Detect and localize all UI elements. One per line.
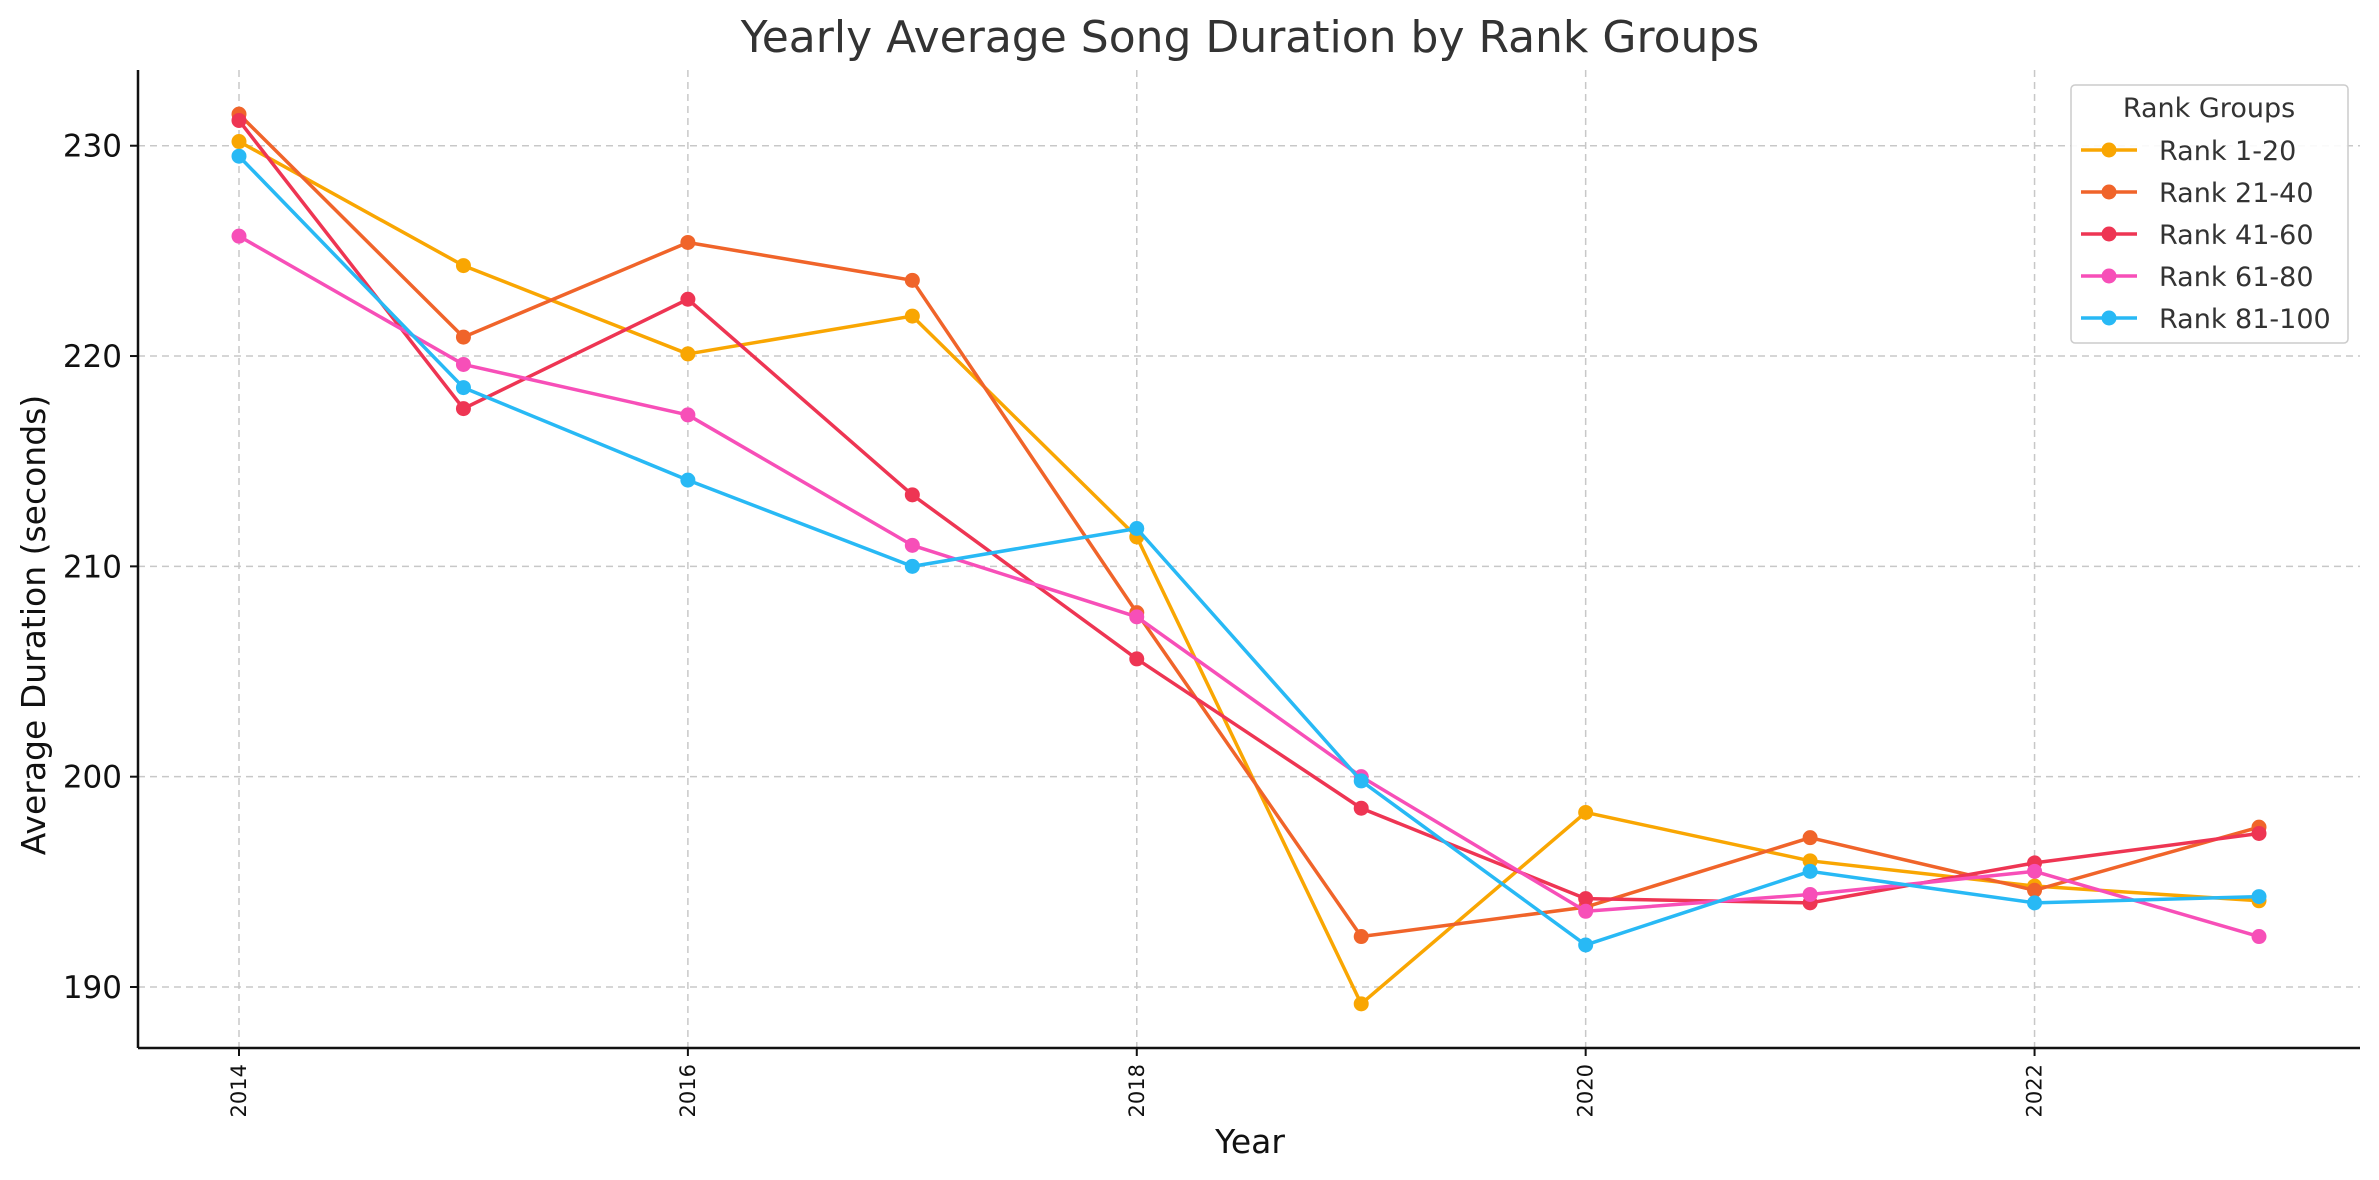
legend-label: Rank 21-40 bbox=[2159, 178, 2314, 209]
legend-marker bbox=[2101, 310, 2117, 326]
series-rank-81-100 bbox=[231, 148, 2267, 953]
data-point-2016 bbox=[680, 407, 696, 423]
y-tick-label-220: 220 bbox=[63, 339, 122, 375]
chart-title: Yearly Average Song Duration by Rank Gro… bbox=[740, 12, 1760, 63]
legend-marker bbox=[2101, 226, 2117, 242]
data-point-2023 bbox=[2251, 929, 2267, 945]
data-point-2020 bbox=[1578, 804, 1594, 820]
series-rank-21-40 bbox=[231, 106, 2267, 945]
data-point-2015 bbox=[455, 258, 471, 274]
data-point-2021 bbox=[1802, 863, 1818, 879]
data-point-2019 bbox=[1353, 800, 1369, 816]
data-point-2018 bbox=[1129, 609, 1145, 625]
y-axis-label: Average Duration (seconds) bbox=[14, 395, 53, 855]
data-point-2014 bbox=[231, 134, 247, 150]
data-point-2022 bbox=[2027, 895, 2043, 911]
data-point-2017 bbox=[904, 558, 920, 574]
data-point-2018 bbox=[1129, 521, 1145, 537]
data-point-2017 bbox=[904, 487, 920, 503]
data-point-2021 bbox=[1802, 830, 1818, 846]
data-point-2023 bbox=[2251, 825, 2267, 841]
legend-marker bbox=[2101, 142, 2117, 158]
legend-box bbox=[2070, 84, 2349, 344]
data-point-2015 bbox=[455, 380, 471, 396]
axes bbox=[130, 70, 2360, 1056]
data-point-2017 bbox=[904, 537, 920, 553]
x-tick-label-2014: 2014 bbox=[227, 1064, 251, 1117]
data-point-2023 bbox=[2251, 889, 2267, 905]
data-point-2016 bbox=[680, 472, 696, 488]
data-point-2014 bbox=[231, 112, 247, 128]
legend: Rank Groups Rank 1-20 Rank 21-40 Rank 41-6… bbox=[2070, 84, 2349, 344]
series-rank-41-60 bbox=[231, 112, 2267, 911]
series-rank-61-80 bbox=[231, 228, 2267, 945]
data-point-2014 bbox=[231, 228, 247, 244]
legend-marker bbox=[2101, 184, 2117, 200]
data-point-2015 bbox=[455, 401, 471, 417]
series-line bbox=[238, 139, 2260, 1006]
data-point-2017 bbox=[904, 308, 920, 324]
data-point-2022 bbox=[2027, 882, 2043, 898]
x-tick-label-2018: 2018 bbox=[1125, 1064, 1149, 1117]
data-point-2016 bbox=[680, 234, 696, 250]
series-line bbox=[238, 234, 2260, 939]
data-point-2018 bbox=[1129, 651, 1145, 667]
x-tick-label-2020: 2020 bbox=[1574, 1064, 1598, 1117]
tick-labels: 190 200 210 220 230 2014 2016 2018 2020 2022 bbox=[63, 129, 2047, 1118]
legend-marker bbox=[2101, 268, 2117, 284]
legend-entry-5: Rank 81-100 bbox=[2081, 304, 2331, 335]
data-point-2021 bbox=[1802, 853, 1818, 869]
data-point-2015 bbox=[455, 356, 471, 372]
legend-label: Rank 61-80 bbox=[2159, 262, 2314, 293]
legend-title: Rank Groups bbox=[2123, 93, 2295, 124]
legend-label: Rank 41-60 bbox=[2159, 220, 2314, 251]
legend-entry-1: Rank 1-20 bbox=[2081, 136, 2296, 167]
y-tick-label-200: 200 bbox=[63, 760, 122, 796]
legend-entry-2: Rank 21-40 bbox=[2081, 178, 2314, 209]
series-line bbox=[237, 112, 2260, 939]
x-tick-label-2022: 2022 bbox=[2023, 1064, 2047, 1117]
data-point-2019 bbox=[1353, 996, 1369, 1012]
data-point-2021 bbox=[1802, 886, 1818, 902]
data-point-2020 bbox=[1578, 903, 1594, 919]
legend-label: Rank 1-20 bbox=[2159, 136, 2296, 167]
data-point-2022 bbox=[2027, 863, 2043, 879]
data-point-2015 bbox=[455, 329, 471, 345]
data-point-2019 bbox=[1353, 773, 1369, 789]
series-lines bbox=[231, 106, 2267, 1012]
y-tick-label-230: 230 bbox=[63, 129, 122, 165]
data-point-2020 bbox=[1578, 937, 1594, 953]
series-line bbox=[237, 155, 2260, 947]
legend-entry-4: Rank 61-80 bbox=[2081, 262, 2314, 293]
data-point-2019 bbox=[1353, 929, 1369, 945]
y-tick-label-210: 210 bbox=[63, 549, 122, 585]
data-point-2016 bbox=[680, 346, 696, 362]
x-axis-label: Year bbox=[1214, 1122, 1285, 1161]
data-point-2020 bbox=[1578, 891, 1594, 907]
x-tick-label-2016: 2016 bbox=[676, 1064, 700, 1117]
legend-entry-3: Rank 41-60 bbox=[2081, 220, 2314, 251]
legend-label: Rank 81-100 bbox=[2159, 304, 2331, 335]
y-tick-label-190: 190 bbox=[63, 970, 122, 1006]
data-point-2014 bbox=[231, 148, 247, 164]
data-point-2016 bbox=[680, 291, 696, 307]
data-point-2017 bbox=[904, 272, 920, 288]
series-line bbox=[237, 119, 2260, 905]
